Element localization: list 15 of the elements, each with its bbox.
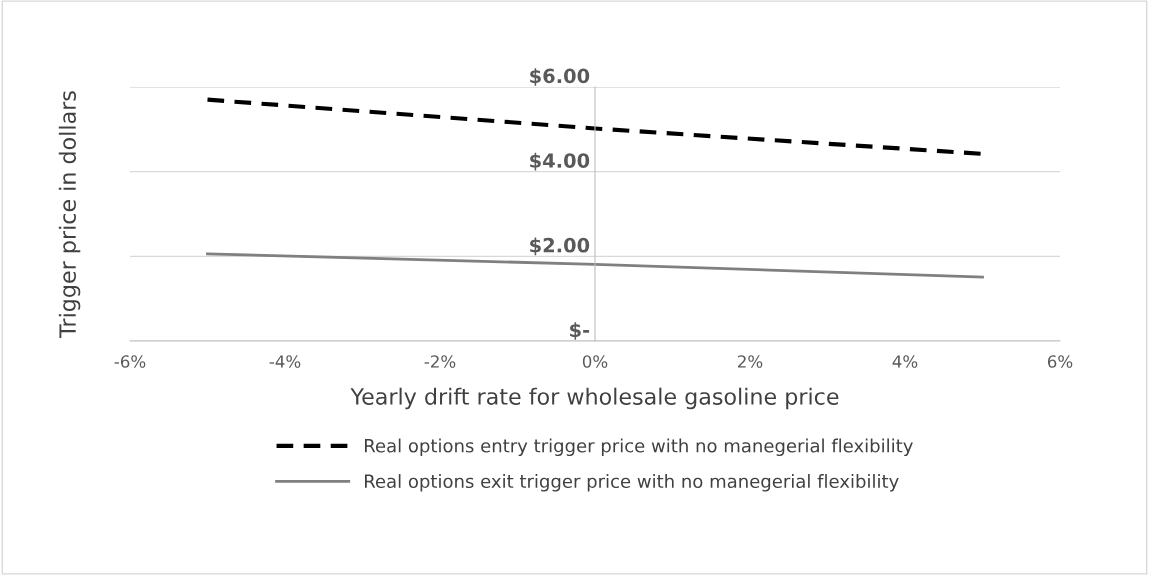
x-tick-label: 6% [1047, 355, 1073, 368]
y-tick-label: $6.00 [530, 68, 590, 86]
legend-label: Real options entry trigger price with no manegerial flexibility [365, 438, 913, 456]
x-tick-label: 2% [738, 355, 763, 368]
x-tick-label: -4% [269, 355, 301, 368]
x-tick-label: -2% [424, 355, 456, 368]
y-tick-label: $- [570, 322, 590, 340]
x-tick-label: 0% [582, 355, 608, 368]
y-tick-label: $2.00 [530, 237, 590, 256]
legend-label: Real options exit trigger price with no manegerial flexibility [365, 474, 899, 492]
y-axis-title: Trigger price in dollars [58, 91, 81, 338]
x-tick-label: -6% [114, 355, 146, 368]
x-tick-label: 4% [892, 355, 918, 368]
y-tick-label: $4.00 [530, 152, 590, 171]
x-axis-title: Yearly drift rate for wholesale gasoline price [350, 387, 839, 410]
